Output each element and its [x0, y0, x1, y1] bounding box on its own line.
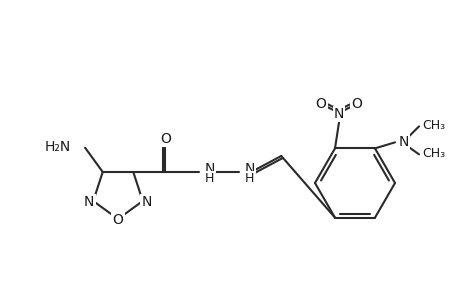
Text: CH₃: CH₃	[421, 119, 444, 132]
Text: H: H	[204, 172, 213, 185]
Text: H₂N: H₂N	[45, 140, 71, 154]
Text: CH₃: CH₃	[421, 147, 444, 160]
Text: H: H	[244, 172, 253, 185]
Text: O: O	[112, 213, 123, 227]
Text: N: N	[244, 162, 254, 176]
Text: O: O	[159, 132, 170, 146]
Text: N: N	[204, 162, 214, 176]
Text: N: N	[84, 195, 94, 209]
Text: O: O	[351, 98, 362, 111]
Text: N: N	[333, 107, 343, 122]
Text: N: N	[398, 135, 409, 149]
Text: N: N	[141, 195, 151, 209]
Text: O: O	[315, 98, 326, 111]
